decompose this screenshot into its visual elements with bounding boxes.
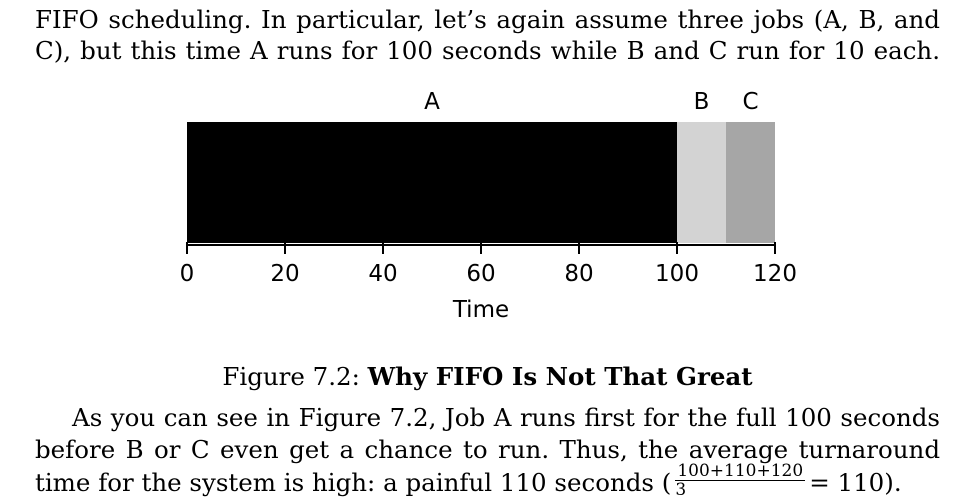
x-tick-label-60: 60 [466, 261, 495, 287]
x-tick-label-20: 20 [270, 261, 299, 287]
fraction-numerator: 100+110+120 [675, 461, 806, 481]
x-tick-label-40: 40 [368, 261, 397, 287]
bar-b [677, 122, 726, 243]
paragraph2-line-3: time for the system is high: a painful 1… [35, 463, 902, 502]
figure-number: Figure 7.2: [222, 362, 360, 391]
fraction-denominator: 3 [675, 480, 687, 500]
paragraph-line-2: C), but this time A runs for 100 seconds… [35, 36, 940, 65]
x-tick-label-80: 80 [564, 261, 593, 287]
bar-label-b: B [694, 89, 710, 115]
fifo-timeline-chart: A B C 0 20 40 60 80 100 120 Time [180, 89, 797, 323]
paragraph-line-1: FIFO scheduling. In particular, let’s ag… [35, 5, 940, 34]
paragraph2-line-3-prefix: time for the system is high: a painful 1… [35, 468, 672, 497]
x-tick-label-0: 0 [180, 261, 195, 287]
figure-caption: Figure 7.2: Why FIFO Is Not That Great [0, 362, 975, 392]
bar-label-c: C [742, 89, 758, 115]
x-axis-label: Time [452, 297, 509, 323]
paragraph2-line-3-suffix: = 110). [809, 468, 902, 497]
bar-c [726, 122, 775, 243]
paragraph2-line-2: before B or C even get a chance to run. … [35, 435, 940, 464]
paragraph2-line-1: As you can see in Figure 7.2, Job A runs… [72, 403, 940, 432]
x-tick-label-100: 100 [655, 261, 699, 287]
bar-a [187, 122, 677, 243]
turnaround-fraction: 100+110+120 3 [675, 461, 806, 500]
bar-label-a: A [424, 89, 440, 115]
figure-title: Why FIFO Is Not That Great [367, 362, 753, 391]
x-tick-label-120: 120 [753, 261, 797, 287]
